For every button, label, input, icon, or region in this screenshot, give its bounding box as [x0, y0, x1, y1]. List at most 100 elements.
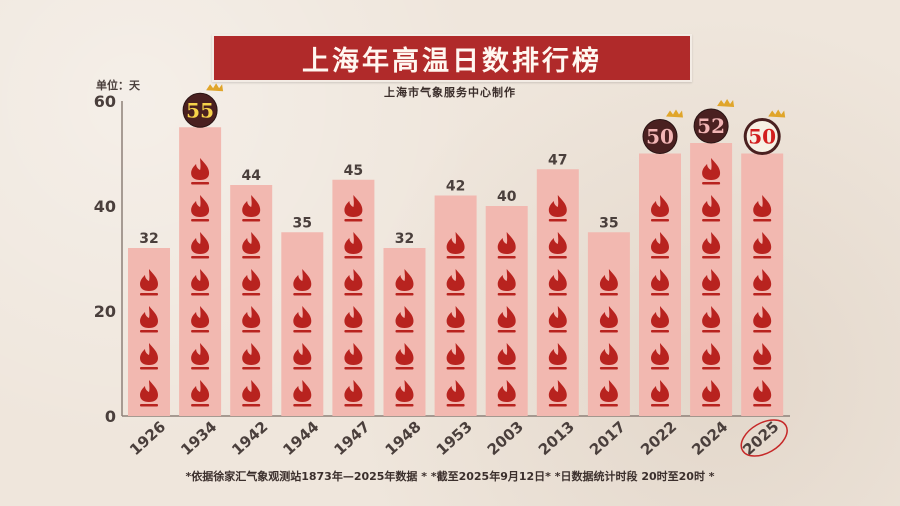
flame-icon [548, 269, 567, 296]
flame-icon [651, 232, 669, 259]
value-label: 32 [395, 231, 414, 247]
flame-icon [702, 269, 721, 296]
flame-icon [242, 232, 261, 259]
x-tick-label: 2024 [688, 418, 731, 459]
flame-icon [140, 343, 158, 370]
value-label: 35 [293, 215, 312, 231]
value-label: 42 [446, 179, 465, 195]
x-tick-label: 1953 [433, 418, 476, 459]
flame-icon [446, 343, 465, 370]
value-badge: 50 [642, 109, 683, 154]
x-tick-label: 2013 [535, 418, 578, 459]
flame-icon [344, 269, 363, 296]
flame-icon [651, 343, 669, 370]
flame-icon [140, 380, 158, 407]
flame-icon [293, 380, 312, 407]
flame-icon [548, 380, 567, 407]
flame-icon [599, 269, 618, 296]
flame-icon [446, 232, 465, 259]
flame-icon [293, 269, 312, 296]
flame-icon [191, 232, 210, 259]
value-label: 50 [748, 125, 776, 149]
data-source-footnote: *依据徐家汇气象观测站1873年—2025年数据 * *截至2025年9月12日… [185, 470, 715, 483]
value-label: 45 [344, 163, 363, 179]
x-tick-label: 1926 [126, 418, 169, 459]
value-label: 32 [139, 231, 158, 247]
badge-circle [693, 108, 729, 144]
flame-icon [497, 380, 516, 407]
flame-icon [702, 380, 721, 407]
chart-subtitle: 上海市气象服务中心制作 [384, 86, 516, 99]
value-label: 44 [241, 168, 261, 184]
value-label: 50 [646, 125, 674, 149]
flame-icon [344, 306, 363, 333]
value-label: 40 [497, 189, 517, 205]
crown-icon [768, 109, 786, 118]
x-tick-label: 1948 [382, 418, 425, 459]
x-tick-label: 2025 [739, 418, 782, 459]
flame-icon [191, 380, 210, 407]
x-tick-label: 2003 [484, 418, 527, 459]
flame-icon [395, 269, 414, 296]
badge-circle [642, 119, 678, 154]
crown-icon [666, 109, 683, 118]
x-tick-label: 2017 [586, 418, 629, 459]
x-tick-label: 1934 [177, 418, 220, 459]
flame-icon [344, 232, 363, 259]
title-banner: 上海年高温日数排行榜 [212, 34, 692, 82]
flame-icon [651, 195, 669, 222]
flame-icon [599, 380, 618, 407]
flame-icon [140, 269, 158, 296]
flame-icon [191, 343, 210, 370]
flame-icon [344, 195, 363, 222]
flame-icon [702, 158, 721, 185]
bar [485, 206, 528, 416]
highlight-circle [740, 419, 788, 457]
crown-icon [206, 83, 224, 92]
y-unit-label: 单位：天 [96, 79, 140, 92]
page-title: 上海年高温日数排行榜 [302, 45, 602, 77]
bar [230, 185, 273, 416]
flame-icon [242, 269, 261, 296]
value-badge: 52 [693, 99, 735, 144]
flame-icon [293, 343, 312, 370]
flame-icon [702, 232, 721, 259]
flame-icon [702, 306, 721, 333]
badge-circle [743, 118, 781, 155]
bar [536, 169, 579, 416]
y-tick-label: 40 [94, 197, 116, 216]
flame-icon [395, 380, 414, 407]
flame-icon [344, 343, 363, 370]
y-tick-label: 20 [94, 302, 116, 321]
flame-icon [651, 269, 669, 296]
flame-icon [497, 306, 516, 333]
bar [690, 143, 733, 416]
flame-icon [446, 269, 465, 296]
flame-icon [753, 306, 772, 333]
flame-icon [548, 195, 567, 222]
value-label: 55 [186, 98, 214, 122]
flame-icon [753, 269, 772, 296]
flame-icon [702, 195, 721, 222]
flame-icon [293, 306, 312, 333]
x-tick-label: 1944 [279, 418, 322, 459]
x-tick-label: 2022 [637, 418, 680, 459]
crown-icon [717, 99, 735, 107]
flame-icon [191, 306, 210, 333]
flame-icon [344, 380, 363, 407]
flame-icon [242, 380, 261, 407]
flame-icon [395, 306, 414, 333]
value-label: 35 [599, 215, 618, 231]
flame-icon [548, 232, 567, 259]
flame-icon [497, 269, 516, 296]
flame-icon [702, 343, 721, 370]
flame-icon [140, 306, 158, 333]
flame-icon [242, 306, 261, 333]
flame-icon [599, 306, 618, 333]
flame-icon [191, 269, 210, 296]
flame-icon [242, 195, 261, 222]
flame-icon [242, 343, 261, 370]
value-label: 52 [697, 114, 725, 138]
y-tick-label: 0 [105, 407, 116, 426]
